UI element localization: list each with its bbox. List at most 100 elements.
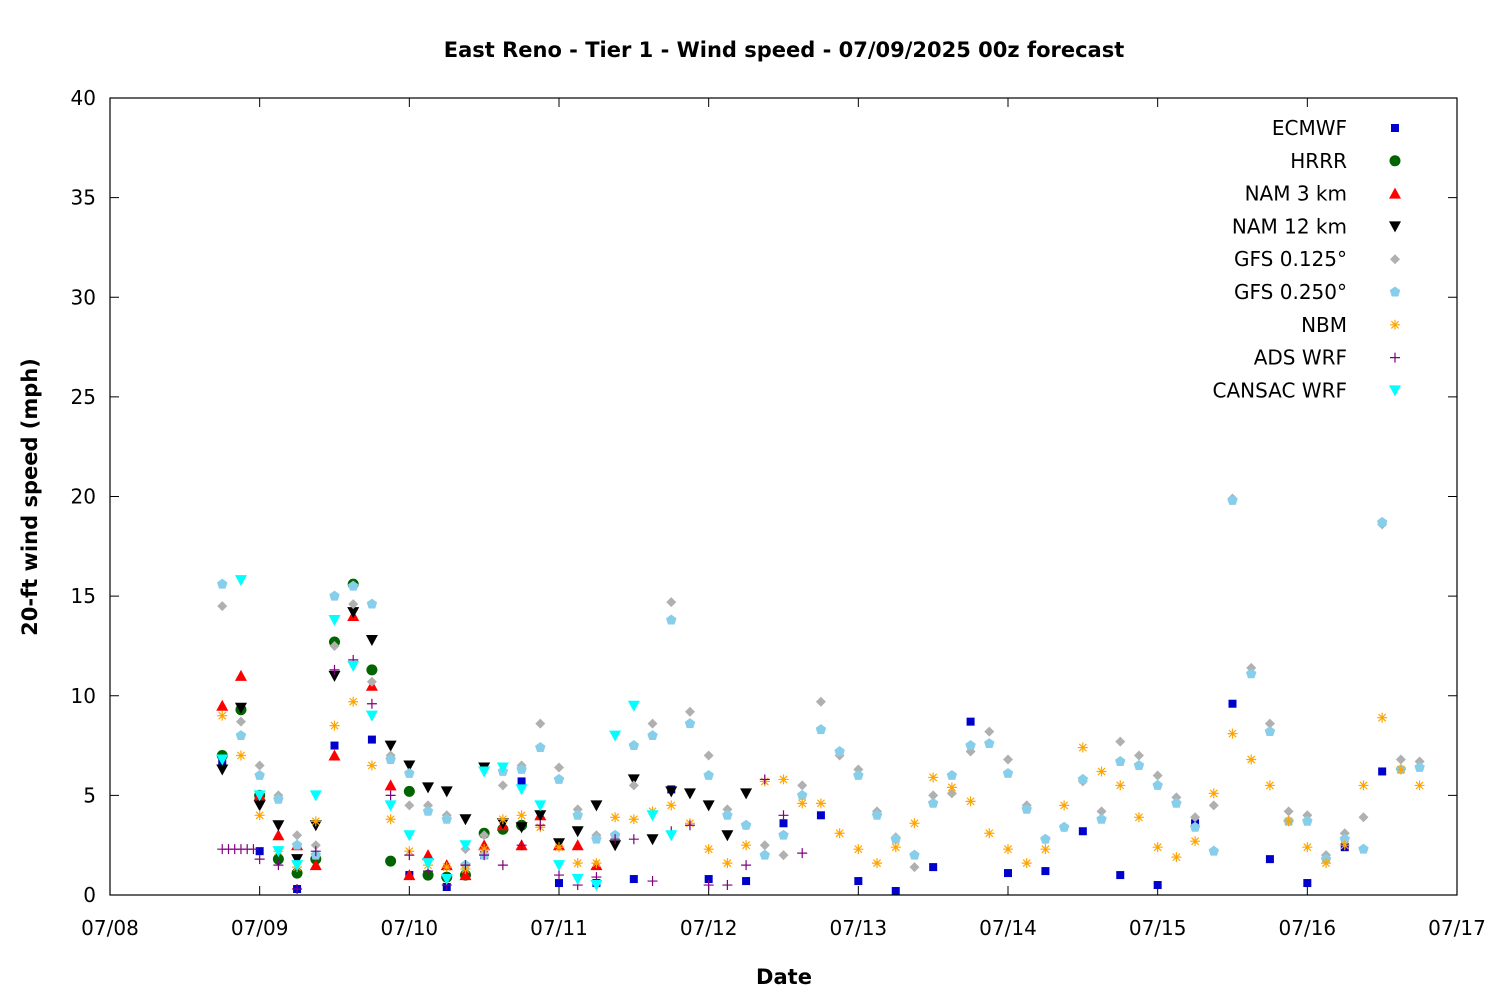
data-point <box>1021 858 1032 869</box>
legend: ECMWF HRRR NAM 3 km NAM 12 km GFS 0.125° GFS … <box>1212 116 1401 402</box>
data-point <box>1040 844 1051 855</box>
data-point <box>1265 855 1274 864</box>
data-point <box>403 830 416 842</box>
data-point <box>310 846 321 857</box>
data-point <box>1021 803 1032 814</box>
data-point <box>1283 816 1294 827</box>
data-point <box>1190 836 1201 847</box>
data-point <box>217 710 228 721</box>
data-point <box>628 814 639 825</box>
data-point <box>310 816 321 827</box>
data-point <box>404 850 415 861</box>
data-point <box>272 846 285 858</box>
x-tick-label: 07/11 <box>530 916 588 940</box>
data-point <box>329 590 340 601</box>
data-point <box>703 769 714 780</box>
data-point <box>871 809 883 820</box>
data-point <box>797 798 808 809</box>
data-point <box>815 696 826 707</box>
x-tick-label: 07/14 <box>979 916 1037 940</box>
data-point <box>554 762 564 773</box>
data-point <box>1302 842 1313 853</box>
data-point <box>1283 806 1294 817</box>
series-5 <box>217 494 1425 870</box>
data-point <box>1339 833 1350 844</box>
data-point <box>1058 821 1070 832</box>
data-point <box>234 575 247 587</box>
data-point <box>291 839 303 850</box>
legend-marker <box>1391 124 1399 132</box>
data-point <box>627 774 640 786</box>
legend-marker <box>1389 385 1401 397</box>
data-point <box>478 766 491 778</box>
data-point <box>1096 806 1107 817</box>
y-tick-label: 5 <box>83 783 96 807</box>
data-point <box>1040 833 1051 844</box>
data-point <box>517 777 526 786</box>
legend-label: GFS 0.125° <box>1234 247 1347 271</box>
data-point <box>742 877 751 886</box>
data-point <box>666 614 677 625</box>
data-point <box>946 782 957 793</box>
data-point <box>441 862 452 873</box>
data-point <box>1096 766 1107 777</box>
legend-label: CANSAC WRF <box>1212 378 1347 402</box>
legend-marker <box>1390 254 1400 265</box>
data-point <box>666 800 677 811</box>
data-point <box>1264 718 1275 729</box>
data-point <box>853 844 864 855</box>
data-point <box>309 790 322 802</box>
data-point <box>497 814 508 825</box>
data-point <box>872 858 883 869</box>
data-point <box>984 828 995 839</box>
data-point <box>496 762 509 774</box>
data-point <box>347 607 360 619</box>
data-point <box>216 754 229 766</box>
data-point <box>422 782 435 794</box>
data-point <box>235 750 246 761</box>
data-point <box>609 730 622 742</box>
data-point <box>254 854 265 865</box>
data-point <box>610 834 621 845</box>
data-point <box>1376 516 1388 527</box>
series-6 <box>217 696 1425 875</box>
data-point <box>1208 845 1220 856</box>
data-point <box>1152 779 1163 790</box>
data-point <box>1303 879 1312 888</box>
data-point <box>929 863 938 872</box>
data-point <box>683 788 696 800</box>
data-point <box>255 847 264 856</box>
data-point <box>440 874 453 886</box>
y-tick-label: 25 <box>71 385 96 409</box>
data-point <box>778 774 789 785</box>
data-point <box>553 860 565 872</box>
data-point <box>479 830 490 841</box>
data-point <box>1096 813 1107 824</box>
data-point <box>254 760 265 771</box>
data-point <box>1189 821 1201 832</box>
data-point <box>572 858 583 869</box>
data-point <box>422 858 435 870</box>
data-point <box>704 875 713 884</box>
data-point <box>778 829 789 840</box>
data-point <box>740 788 753 800</box>
legend-label: NAM 3 km <box>1245 182 1347 206</box>
data-point <box>1264 726 1276 737</box>
y-tick-label: 30 <box>71 285 96 309</box>
chart-title: East Reno - Tier 1 - Wind speed - 07/09/… <box>444 38 1125 62</box>
data-point <box>646 810 659 822</box>
data-point <box>647 718 658 729</box>
data-point <box>403 869 416 881</box>
data-point <box>797 848 808 859</box>
data-point <box>248 844 259 855</box>
data-point <box>1004 869 1012 878</box>
y-tick-label: 0 <box>83 883 96 907</box>
data-point <box>854 877 863 886</box>
data-point <box>515 784 528 796</box>
data-point <box>1339 840 1350 851</box>
data-point <box>291 854 304 866</box>
series-8 <box>216 575 678 892</box>
data-point <box>1115 736 1126 747</box>
data-point <box>647 876 658 887</box>
data-point <box>516 810 527 821</box>
